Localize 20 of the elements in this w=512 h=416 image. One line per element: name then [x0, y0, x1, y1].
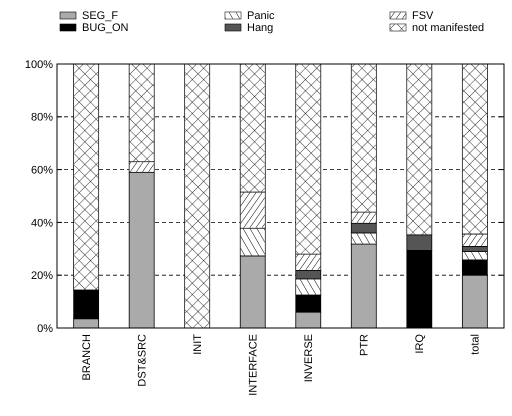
- legend-label: Hang: [247, 22, 274, 34]
- y-tick-label: 0%: [37, 322, 54, 335]
- x-tick-label: DST&SRC: [136, 334, 149, 387]
- y-tick-label: 60%: [30, 164, 54, 176]
- legend-label: BUG_ON: [82, 22, 129, 34]
- x-tick-label: total: [470, 334, 482, 355]
- legend-label: Panic: [247, 10, 276, 22]
- y-tick-label: 40%: [30, 217, 54, 230]
- x-tick-label: INTERFACE: [248, 334, 260, 396]
- x-tick-label: INVERSE: [303, 334, 316, 382]
- legend-label: FSV: [412, 10, 434, 22]
- y-tick-label: 80%: [30, 112, 54, 124]
- legend-label: SEG_F: [82, 10, 118, 22]
- legend-label: not manifested: [412, 22, 484, 34]
- x-tick-label: BRANCH: [81, 334, 93, 380]
- x-tick-label: PTR: [358, 334, 371, 356]
- x-tick-label: INIT: [192, 334, 204, 355]
- y-tick-label: 100%: [24, 58, 54, 71]
- y-tick-label: 20%: [30, 270, 54, 282]
- x-tick-label: IRQ: [414, 334, 426, 354]
